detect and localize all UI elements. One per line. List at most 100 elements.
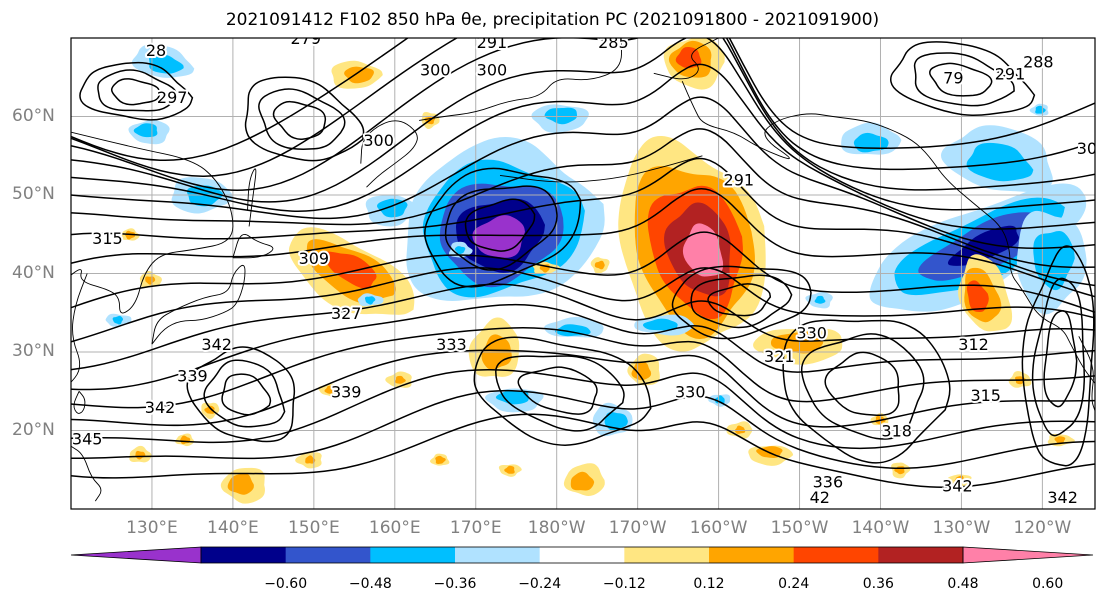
longitude-label: 180°W (527, 518, 586, 538)
theta-e-contour (800, 333, 925, 440)
precip-spot (324, 385, 336, 394)
theta-e-contour (71, 187, 1095, 298)
longitude-label: 130°E (126, 518, 178, 538)
longitude-label: 170°W (608, 518, 667, 538)
colorbar-segment (285, 547, 371, 563)
contour-label: 300 (420, 60, 451, 79)
precip-contour-fill (570, 471, 595, 491)
coastline (232, 234, 274, 259)
precip-contour-fill (682, 223, 724, 277)
longitude-label: 150°W (770, 518, 829, 538)
colorbar-extend-min (70, 546, 202, 564)
theta-e-contour (913, 52, 1015, 107)
precip-spot (734, 425, 746, 434)
colorbar-segment (370, 547, 456, 563)
coastline (151, 264, 246, 345)
contour-label: 345 (72, 429, 103, 448)
coastline (653, 38, 719, 80)
coastline (73, 391, 86, 414)
graticule (71, 38, 1095, 509)
theta-e-contour (71, 128, 1095, 269)
contour-label: 330 (675, 382, 706, 401)
map-title: 2021091412 F102 850 hPa θe, precipitatio… (225, 10, 880, 30)
precip-contour-fill (544, 107, 577, 125)
coastline (71, 273, 88, 383)
contour-label: 79 (943, 68, 963, 87)
contour-label: 291 (724, 170, 755, 189)
precip-spot (954, 475, 966, 485)
latitude-label: 30°N (12, 341, 55, 361)
theta-e-contour (71, 63, 1095, 230)
theta-e-contour (71, 38, 1095, 177)
colorbar-segment (793, 547, 879, 563)
latitude-label: 20°N (12, 419, 55, 440)
theta-e-contour (71, 38, 1095, 162)
precip-contour-fill (642, 318, 678, 331)
theta-e-contour (782, 319, 951, 464)
theta-e-contour (444, 185, 558, 271)
theta-e-contour (707, 283, 772, 317)
theta-e-contour (244, 76, 365, 162)
contour-label: 342 (942, 476, 973, 495)
precip-spot (125, 230, 136, 240)
theta-e-contour (473, 336, 652, 446)
theta-e-contour (690, 274, 793, 329)
longitude-label: 160°E (368, 518, 421, 538)
colorbar-tick-label: 0.48 (947, 576, 979, 592)
contour-label: 42 (810, 488, 830, 507)
precip-contour-fill (344, 66, 374, 84)
contour-label: 28 (146, 41, 166, 60)
theta-e-contour (97, 69, 178, 112)
theta-e-contour (272, 100, 327, 140)
precip-contour-fill (227, 473, 254, 495)
theta-e-contour (1031, 277, 1086, 437)
coastline (71, 131, 234, 314)
precipitation-shading (105, 38, 1087, 504)
colorbar-tick-label: −0.24 (518, 576, 562, 592)
longitude-label: 130°W (932, 518, 991, 538)
contour-label: 327 (331, 304, 362, 323)
colorbar-segment (624, 547, 710, 563)
contour-label: 336 (813, 473, 844, 492)
contour-label: 291 (995, 64, 1026, 83)
theta-e-contours (71, 38, 1095, 489)
colorbar-tick-label: −0.60 (264, 576, 308, 592)
contour-label: 297 (157, 88, 188, 107)
coastline (1078, 336, 1095, 412)
coastline (681, 81, 1095, 384)
colorbar-outline (200, 546, 964, 564)
contour-label: 300 (363, 131, 394, 150)
theta-e-contour (71, 283, 1095, 371)
precip-spot (394, 375, 406, 384)
precip-contour-fill (631, 361, 652, 381)
coastline (360, 120, 418, 188)
longitude-label: 140°E (207, 518, 259, 538)
theta-e-contour (424, 167, 582, 288)
longitude-label: 120°W (1013, 518, 1072, 538)
precip-contour-fill (323, 251, 377, 289)
precip-spot (112, 315, 123, 325)
contour-label: 285 (598, 33, 629, 52)
contour-label: 30 (1077, 139, 1097, 158)
contour-label: 342 (201, 335, 232, 354)
precip-contour-fill (947, 225, 1019, 266)
precip-spot (364, 296, 376, 305)
precip-contour-fill (966, 280, 989, 313)
longitude-label: 160°W (689, 518, 748, 538)
theta-e-contour (71, 157, 1095, 287)
colorbar (70, 546, 1094, 564)
coastline (419, 38, 622, 121)
precip-spot (145, 276, 156, 285)
theta-e-contour (71, 389, 1095, 469)
contour-label: 315 (970, 386, 1001, 405)
theta-e-contour (79, 61, 194, 121)
contour-label: 333 (436, 335, 467, 354)
colorbar-segment (709, 547, 795, 563)
precip-spot (454, 246, 466, 255)
theta-e-contour (186, 346, 296, 443)
longitude-label: 170°E (449, 518, 502, 538)
theta-e-contour (71, 96, 1095, 249)
latitude-label: 40°N (12, 262, 55, 283)
contour-label: 339 (177, 367, 208, 386)
